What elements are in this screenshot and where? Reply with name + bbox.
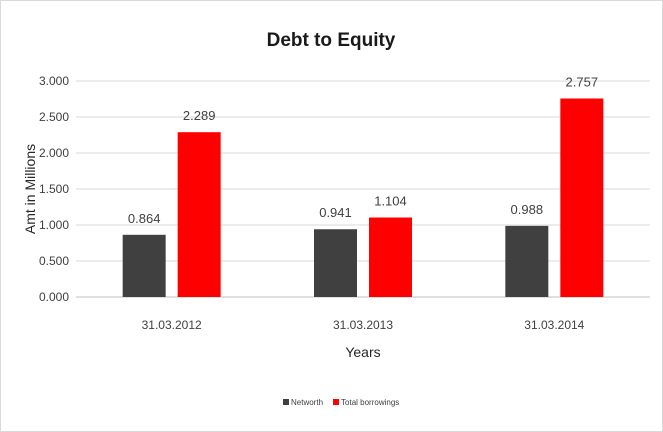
- bar-networth: [122, 234, 166, 297]
- x-tick-label: 31.03.2012: [142, 318, 202, 332]
- data-label: 1.104: [374, 194, 407, 209]
- data-label: 0.941: [319, 205, 352, 220]
- bar-total-borrowings: [177, 132, 221, 297]
- y-tick-label: 2.000: [39, 146, 69, 160]
- y-tick-label: 1.500: [39, 182, 69, 196]
- x-axis-title: Years: [345, 344, 380, 360]
- y-tick-label: 2.500: [39, 110, 69, 124]
- data-label: 2.757: [566, 74, 599, 89]
- y-tick-label: 0.000: [39, 290, 69, 304]
- chart-title: Debt to Equity: [267, 30, 396, 51]
- y-tick-label: 1.000: [39, 218, 69, 232]
- y-tick-label: 0.500: [39, 254, 69, 268]
- bars: [122, 98, 604, 297]
- data-label: 0.864: [128, 211, 161, 226]
- y-axis-title: Amt in Millions: [22, 144, 38, 234]
- data-label: 0.988: [511, 202, 544, 217]
- y-axis-ticks: 0.000 0.500 1.000 1.500 2.000 2.500 3.000: [39, 74, 69, 304]
- bar-networth: [314, 229, 357, 297]
- data-labels: 0.864 2.289 0.941 1.104 0.988 2.757: [128, 74, 598, 225]
- gridlines: [76, 80, 650, 298]
- data-label: 2.289: [183, 108, 216, 123]
- bar-networth: [505, 225, 549, 297]
- x-axis-ticks: 31.03.2012 31.03.2013 31.03.2014: [142, 318, 585, 332]
- legend-swatch: [283, 399, 289, 405]
- x-tick-label: 31.03.2013: [333, 318, 393, 332]
- legend: Networth Total borrowings: [283, 398, 399, 407]
- bar-total-borrowings: [369, 217, 412, 297]
- legend-label: Total borrowings: [341, 398, 399, 407]
- y-tick-label: 3.000: [39, 74, 69, 88]
- legend-label: Networth: [291, 398, 323, 407]
- x-tick-label: 31.03.2014: [524, 318, 584, 332]
- bar-total-borrowings: [560, 98, 604, 297]
- legend-swatch: [333, 399, 340, 405]
